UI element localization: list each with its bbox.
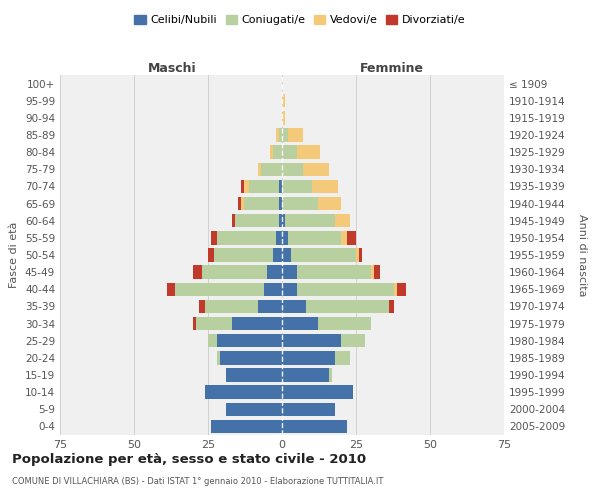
Bar (259, 162, 261, 176)
Bar (244, 197, 279, 210)
Bar (335, 351, 350, 364)
Bar (276, 231, 282, 244)
Bar (196, 317, 232, 330)
Bar (282, 146, 297, 159)
Bar (282, 162, 303, 176)
Bar (374, 266, 380, 279)
Bar (305, 300, 389, 313)
Bar (288, 231, 341, 244)
Bar (279, 128, 282, 141)
Bar (208, 334, 217, 347)
Bar (217, 334, 282, 347)
Bar (282, 231, 288, 244)
Bar (311, 180, 338, 193)
Bar (226, 402, 282, 416)
Text: Popolazione per età, sesso e stato civile - 2010: Popolazione per età, sesso e stato civil… (12, 452, 366, 466)
Bar (235, 214, 279, 228)
Legend: Celibi/Nubili, Coniugati/e, Vedovi/e, Divorziati/e: Celibi/Nubili, Coniugati/e, Vedovi/e, Di… (130, 10, 470, 30)
Bar (205, 300, 259, 313)
Bar (220, 351, 282, 364)
Text: Femmine: Femmine (359, 62, 424, 75)
Bar (193, 266, 202, 279)
Bar (232, 317, 282, 330)
Bar (167, 282, 175, 296)
Bar (214, 248, 273, 262)
Bar (347, 231, 356, 244)
Bar (279, 180, 282, 193)
Bar (211, 231, 217, 244)
Bar (267, 266, 282, 279)
Bar (279, 197, 282, 210)
Bar (259, 300, 282, 313)
Bar (276, 128, 279, 141)
Bar (264, 282, 282, 296)
Bar (205, 386, 282, 399)
Bar (282, 420, 347, 433)
Bar (371, 266, 374, 279)
Bar (297, 146, 320, 159)
Bar (303, 162, 329, 176)
Bar (232, 214, 235, 228)
Bar (270, 146, 273, 159)
Bar (317, 317, 371, 330)
Bar (297, 266, 371, 279)
Bar (356, 248, 359, 262)
Bar (282, 402, 335, 416)
Bar (217, 231, 276, 244)
Bar (288, 128, 303, 141)
Bar (202, 266, 267, 279)
Bar (273, 248, 282, 262)
Bar (317, 197, 341, 210)
Bar (244, 180, 250, 193)
Bar (238, 197, 241, 210)
Bar (282, 111, 285, 124)
Bar (282, 266, 297, 279)
Y-axis label: Fasce di età: Fasce di età (10, 222, 19, 288)
Text: Maschi: Maschi (148, 62, 197, 75)
Bar (217, 351, 220, 364)
Y-axis label: Anni di nascita: Anni di nascita (577, 214, 587, 296)
Bar (282, 248, 291, 262)
Bar (241, 197, 244, 210)
Bar (279, 214, 282, 228)
Bar (211, 420, 282, 433)
Bar (282, 334, 341, 347)
Bar (297, 282, 394, 296)
Bar (208, 248, 214, 262)
Bar (282, 282, 297, 296)
Bar (282, 300, 305, 313)
Bar (291, 248, 356, 262)
Bar (359, 248, 362, 262)
Bar (241, 180, 244, 193)
Bar (193, 317, 196, 330)
Bar (329, 368, 332, 382)
Bar (282, 94, 285, 108)
Text: COMUNE DI VILLACHIARA (BS) - Dati ISTAT 1° gennaio 2010 - Elaborazione TUTTITALI: COMUNE DI VILLACHIARA (BS) - Dati ISTAT … (12, 478, 383, 486)
Bar (282, 197, 317, 210)
Bar (261, 162, 282, 176)
Bar (389, 300, 394, 313)
Bar (282, 386, 353, 399)
Bar (175, 282, 264, 296)
Bar (273, 146, 282, 159)
Bar (335, 214, 350, 228)
Bar (199, 300, 205, 313)
Bar (282, 214, 285, 228)
Bar (282, 351, 335, 364)
Bar (282, 368, 329, 382)
Bar (282, 180, 311, 193)
Bar (250, 180, 279, 193)
Bar (394, 282, 397, 296)
Bar (341, 231, 347, 244)
Bar (397, 282, 406, 296)
Bar (282, 317, 317, 330)
Bar (341, 334, 365, 347)
Bar (285, 214, 335, 228)
Bar (226, 368, 282, 382)
Bar (282, 128, 288, 141)
